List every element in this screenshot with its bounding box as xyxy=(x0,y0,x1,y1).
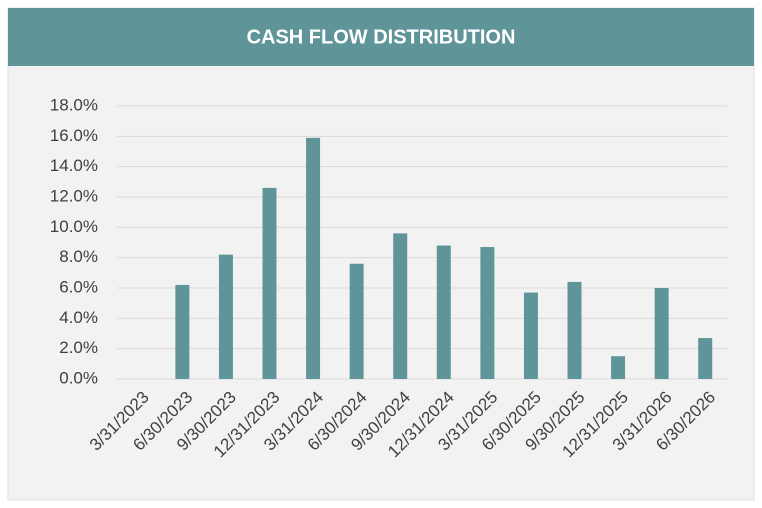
bar xyxy=(262,187,277,379)
bar xyxy=(523,292,538,379)
bar xyxy=(175,284,190,379)
bar xyxy=(306,137,321,379)
bar xyxy=(654,288,669,379)
chart-background xyxy=(7,7,755,501)
bar xyxy=(480,247,495,379)
bar xyxy=(393,233,408,379)
bar xyxy=(218,254,233,379)
bar xyxy=(349,263,364,379)
y-tick-label: 10.0% xyxy=(50,217,98,236)
y-tick-label: 6.0% xyxy=(59,277,98,296)
bar xyxy=(436,245,451,379)
bar xyxy=(567,281,582,379)
y-tick-label: 14.0% xyxy=(50,156,98,175)
y-tick-label: 8.0% xyxy=(59,247,98,266)
y-tick-label: 2.0% xyxy=(59,338,98,357)
bar xyxy=(611,356,626,379)
bar xyxy=(698,338,713,379)
y-tick-label: 0.0% xyxy=(59,368,98,387)
y-tick-label: 16.0% xyxy=(50,126,98,145)
y-tick-label: 12.0% xyxy=(50,186,98,205)
y-tick-label: 4.0% xyxy=(59,308,98,327)
y-tick-label: 18.0% xyxy=(50,95,98,114)
title-band xyxy=(8,8,754,66)
chart-title: CASH FLOW DISTRIBUTION xyxy=(247,26,516,48)
